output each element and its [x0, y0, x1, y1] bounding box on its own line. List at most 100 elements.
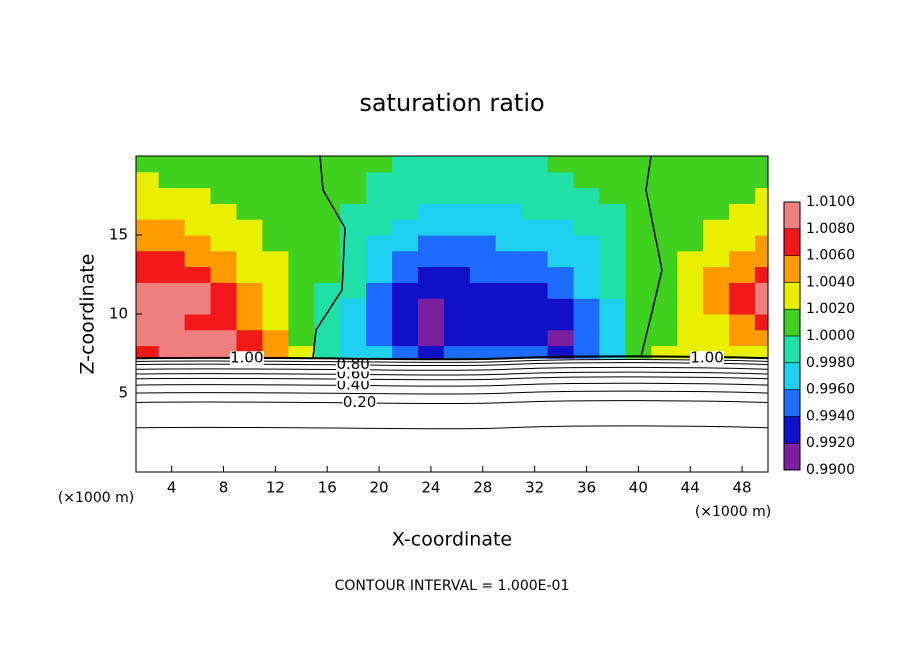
field-cell [521, 235, 549, 252]
field-cell [262, 282, 289, 299]
field-cell [158, 314, 186, 331]
colorbar-tick-label: 0.9980 [806, 355, 855, 371]
field-cell [184, 282, 212, 299]
field-cell [366, 235, 393, 252]
field-cell [288, 235, 315, 252]
field-cell [573, 171, 600, 189]
x-tick-label: 12 [266, 479, 285, 497]
field-cell [417, 171, 445, 189]
field-cell [625, 298, 652, 315]
field-cell [158, 329, 186, 347]
field-cell [340, 219, 367, 236]
field-cell [677, 266, 704, 283]
field-cell [340, 156, 367, 173]
field-cell [184, 235, 212, 252]
contour-line [312, 155, 346, 359]
field-cell [469, 171, 497, 189]
field-cell [677, 203, 704, 220]
field-cell [677, 219, 704, 236]
field-cell [625, 187, 652, 204]
field-cell [599, 187, 626, 204]
field-cell [288, 345, 315, 359]
field-cell [184, 250, 212, 268]
field [136, 156, 769, 359]
field-cell [366, 282, 393, 299]
field-cell [703, 219, 730, 236]
field-cell [262, 219, 289, 236]
field-cell [366, 345, 393, 359]
field-cell [340, 282, 367, 299]
field-cell [443, 156, 471, 173]
field-cell [495, 266, 523, 283]
x-tick-label: 48 [733, 479, 752, 497]
field-cell [573, 235, 600, 252]
field-cell [340, 187, 367, 204]
field-cell [392, 314, 419, 331]
field-cell [755, 156, 769, 173]
field-cell [469, 219, 497, 236]
field-cell [469, 203, 497, 220]
field-cell [599, 250, 626, 268]
field-cell [677, 282, 704, 299]
field-cell [184, 298, 212, 315]
field-cell [340, 250, 367, 268]
field-cell [262, 298, 289, 315]
field-cell [158, 250, 186, 268]
field-cell [443, 266, 471, 283]
field-cell [495, 345, 523, 359]
field-cell [417, 219, 445, 236]
field-cell [547, 282, 575, 299]
field-cell [340, 329, 367, 347]
field-cell [703, 282, 730, 299]
field-cell [469, 298, 497, 315]
field-cell [417, 266, 445, 283]
contour-label-bg [342, 395, 377, 410]
x-tick-label: 44 [681, 479, 700, 497]
field-cell [236, 298, 263, 315]
field-cell [521, 156, 549, 173]
field-cell [625, 235, 652, 252]
field-cell [210, 156, 237, 173]
field-cell [547, 345, 575, 359]
field-cell [136, 250, 160, 268]
field-cell [573, 219, 600, 236]
colorbar-bin [784, 282, 800, 310]
field-cell [210, 298, 237, 315]
field-cell [547, 329, 575, 347]
field-cell [625, 219, 652, 236]
field-cell [495, 171, 523, 189]
field-cell [136, 298, 160, 315]
field-cell [210, 266, 237, 283]
field-cell [340, 266, 367, 283]
y-tick-label: 10 [109, 305, 128, 323]
colorbar-bin [784, 443, 800, 471]
field-cell [703, 329, 730, 347]
field-cell [314, 235, 341, 252]
field-cell [677, 250, 704, 268]
x-tick-label: 40 [629, 479, 648, 497]
field-cell [136, 329, 160, 347]
field-cell [599, 298, 626, 315]
field-cell [236, 250, 263, 268]
field-cell [366, 171, 393, 189]
field-cell [417, 156, 445, 173]
field-cell [521, 250, 549, 268]
field-cell [314, 250, 341, 268]
field-cell [495, 298, 523, 315]
field-cell [136, 187, 160, 204]
field-cell [210, 219, 237, 236]
field-cell [366, 298, 393, 315]
field-cell [729, 329, 756, 347]
contour-label-bg [690, 351, 725, 366]
field-cell [136, 314, 160, 331]
field-cell [184, 345, 212, 359]
field-cell [755, 314, 769, 331]
field-cell [651, 156, 678, 173]
field-cell [521, 203, 549, 220]
field-cell [573, 156, 600, 173]
field-cell [262, 156, 289, 173]
x-tick-label: 28 [473, 479, 492, 497]
field-cell [158, 203, 186, 220]
field-cell [392, 187, 419, 204]
